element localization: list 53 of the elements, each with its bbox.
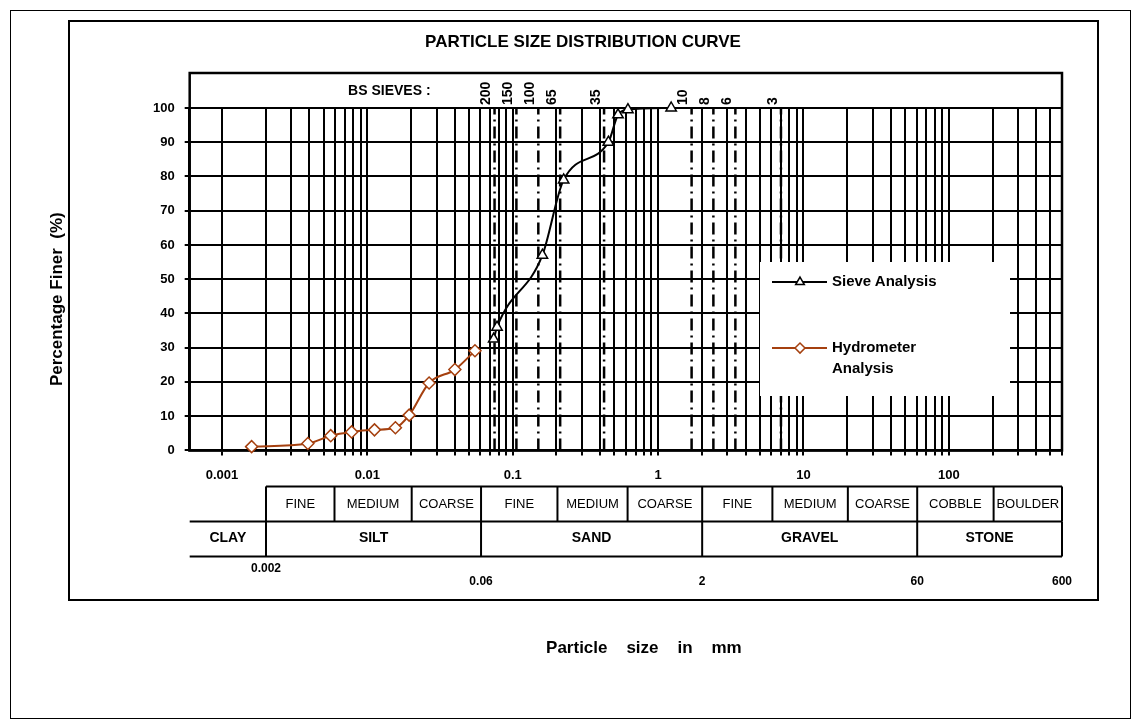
y-tick-label: 30 [160,339,175,355]
annotation: 8 [696,97,713,105]
text: FINE [285,496,316,512]
text: BS SIEVES : [348,82,431,99]
y-tick-label: 50 [160,270,175,286]
annotation: 6 [718,97,735,105]
annotation: 3 [763,97,780,105]
y-tick-label: 70 [160,202,175,218]
x-tick-label: 0.1 [503,466,522,482]
text: 2 [698,573,706,588]
text: STONE [965,528,1014,545]
text: FINE [722,496,753,512]
x-tick-label: 1 [654,466,662,482]
text: MEDIUM [566,496,619,512]
text: 0.002 [251,560,282,575]
text: COBBLE [929,496,983,512]
text: 60 [910,573,925,588]
y-tick-label: 0 [167,441,175,457]
x-tick-label: 10 [796,466,811,482]
text: CLAY [209,528,247,545]
y-tick-label: 10 [160,407,175,423]
annotation: 10 [674,89,691,105]
text: 600 [1051,573,1073,588]
y-tick-label: 100 [152,99,175,115]
x-tick-label: 0.01 [354,466,380,482]
text: COARSE [855,496,911,512]
chart-title: PARTICLE SIZE DISTRIBUTION CURVE [425,31,741,51]
text: Particle size in mm [546,637,742,657]
text: SILT [358,528,389,545]
text: GRAVEL [781,528,839,545]
text: 0.06 [469,573,494,588]
legend-label: Sieve Analysis [832,272,937,290]
text: COARSE [637,496,693,512]
y-tick-label: 80 [160,168,175,184]
annotation: 200 [477,81,494,105]
text: MEDIUM [783,496,837,512]
annotation: 65 [543,89,560,105]
y-tick-label: 40 [160,305,175,321]
annotation: 150 [499,81,516,105]
y-tick-label: 20 [160,373,175,389]
text: SAND [571,528,612,545]
text: Percentage Finer (%) [46,212,66,387]
x-tick-label: 100 [938,466,960,482]
text: COARSE [418,496,475,512]
annotation: 35 [586,89,603,105]
text: MEDIUM [346,496,400,512]
text: BOULDER [996,496,1060,512]
x-tick-label: 0.001 [205,466,239,482]
y-tick-label: 90 [160,133,175,149]
y-tick-label: 60 [160,236,175,252]
text: FINE [504,496,535,512]
annotation: 100 [521,81,538,105]
legend-label: Hydrometer Analysis [832,338,917,377]
